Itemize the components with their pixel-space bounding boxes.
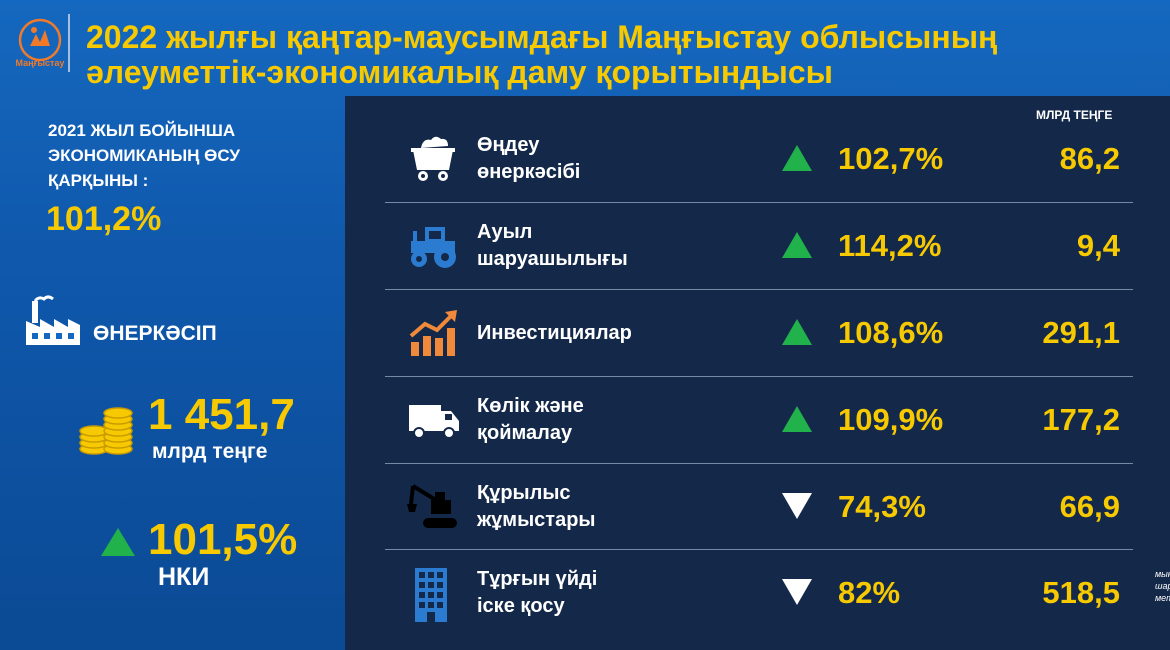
truck-icon [409,405,459,439]
row-divider [385,202,1133,203]
title-line-2: әлеуметтік-экономикалық даму қорытындысы [86,54,833,90]
industry-amount: 1 451,7 [148,390,295,439]
row-label: Инвестициялар [477,321,632,344]
row-label: Көлік және қоймалау [477,395,584,444]
growth-heading: 2021 ЖЫЛ БОЙЫНША ЭКОНОМИКАНЫҢ ӨСУ ҚАРҚЫН… [48,121,240,190]
row-label: Ауыл шаруашылығы [477,221,628,270]
growth-value: 101,2% [46,200,162,238]
row-divider [385,289,1133,290]
tractor-icon [411,227,456,268]
row-label: Өңдеу өнеркәсібі [477,134,581,183]
nki-label: НКИ [158,563,210,591]
row-percent: 108,6% [838,315,944,350]
row-value: 66,9 [1059,489,1120,524]
row-percent: 109,9% [838,402,944,437]
up-arrow-icon [782,145,812,171]
region-logo-icon [18,18,62,62]
down-arrow-icon [782,493,812,519]
up-arrow-icon [782,406,812,432]
industry-amount-unit: млрд теңге [152,440,268,463]
indicators-panel [345,96,1170,650]
factory-icon [26,295,80,345]
row-percent: 74,3% [838,489,926,524]
row-divider [385,549,1133,550]
coins-icon [79,407,133,455]
row-value: 9,4 [1076,228,1120,263]
investment-chart-icon [409,310,457,356]
title-line-1: 2022 жылғы қаңтар-маусымдағы Маңғыстау о… [86,19,998,55]
row-percent: 82% [838,575,901,610]
row-percent: 102,7% [838,141,944,176]
row-value: 177,2 [1042,402,1120,437]
page-title: 2022 жылғы қаңтар-маусымдағы Маңғыстау о… [86,20,1086,90]
indicator-row-manufacturing: Өңдеу өнеркәсібі 102,7% 86,2 [345,116,1145,202]
row-value: 86,2 [1059,141,1120,176]
building-icon [415,568,447,622]
mine-cart-icon [411,136,455,181]
row-value: 518,5 [1042,575,1120,610]
industry-label: ӨНЕРКӘСІП [93,322,217,345]
up-arrow-icon [782,232,812,258]
indicator-row-investments: Инвестициялар 108,6% 291,1 [345,290,1145,376]
nki-up-arrow-icon [101,528,135,556]
row-divider [385,463,1133,464]
row-value-unit: мың шаршы метр [1155,569,1170,603]
up-arrow-icon [782,319,812,345]
row-label: Құрылыс жұмыстары [477,482,596,531]
row-divider [385,376,1133,377]
down-arrow-icon [782,579,812,605]
row-label: Тұрғын үйді іске қосу [477,568,598,617]
indicator-row-construction: Құрылыс жұмыстары 74,3% 66,9 [345,464,1145,550]
indicator-row-transport: Көлік және қоймалау 109,9% 177,2 [345,377,1145,463]
logo-text: Маңғыстау [15,58,65,68]
indicator-row-housing: Тұрғын үйді іске қосу 82% 518,5 мың шарш… [345,550,1170,636]
row-value: 291,1 [1042,315,1120,350]
indicator-row-agriculture: Ауыл шаруашылығы 114,2% 9,4 [345,203,1145,289]
excavator-icon [407,484,457,528]
nki-value: 101,5% [148,515,298,564]
row-percent: 114,2% [838,228,942,263]
unit-header: МЛРД ТЕҢГЕ [1036,108,1113,122]
header-divider [68,14,70,72]
